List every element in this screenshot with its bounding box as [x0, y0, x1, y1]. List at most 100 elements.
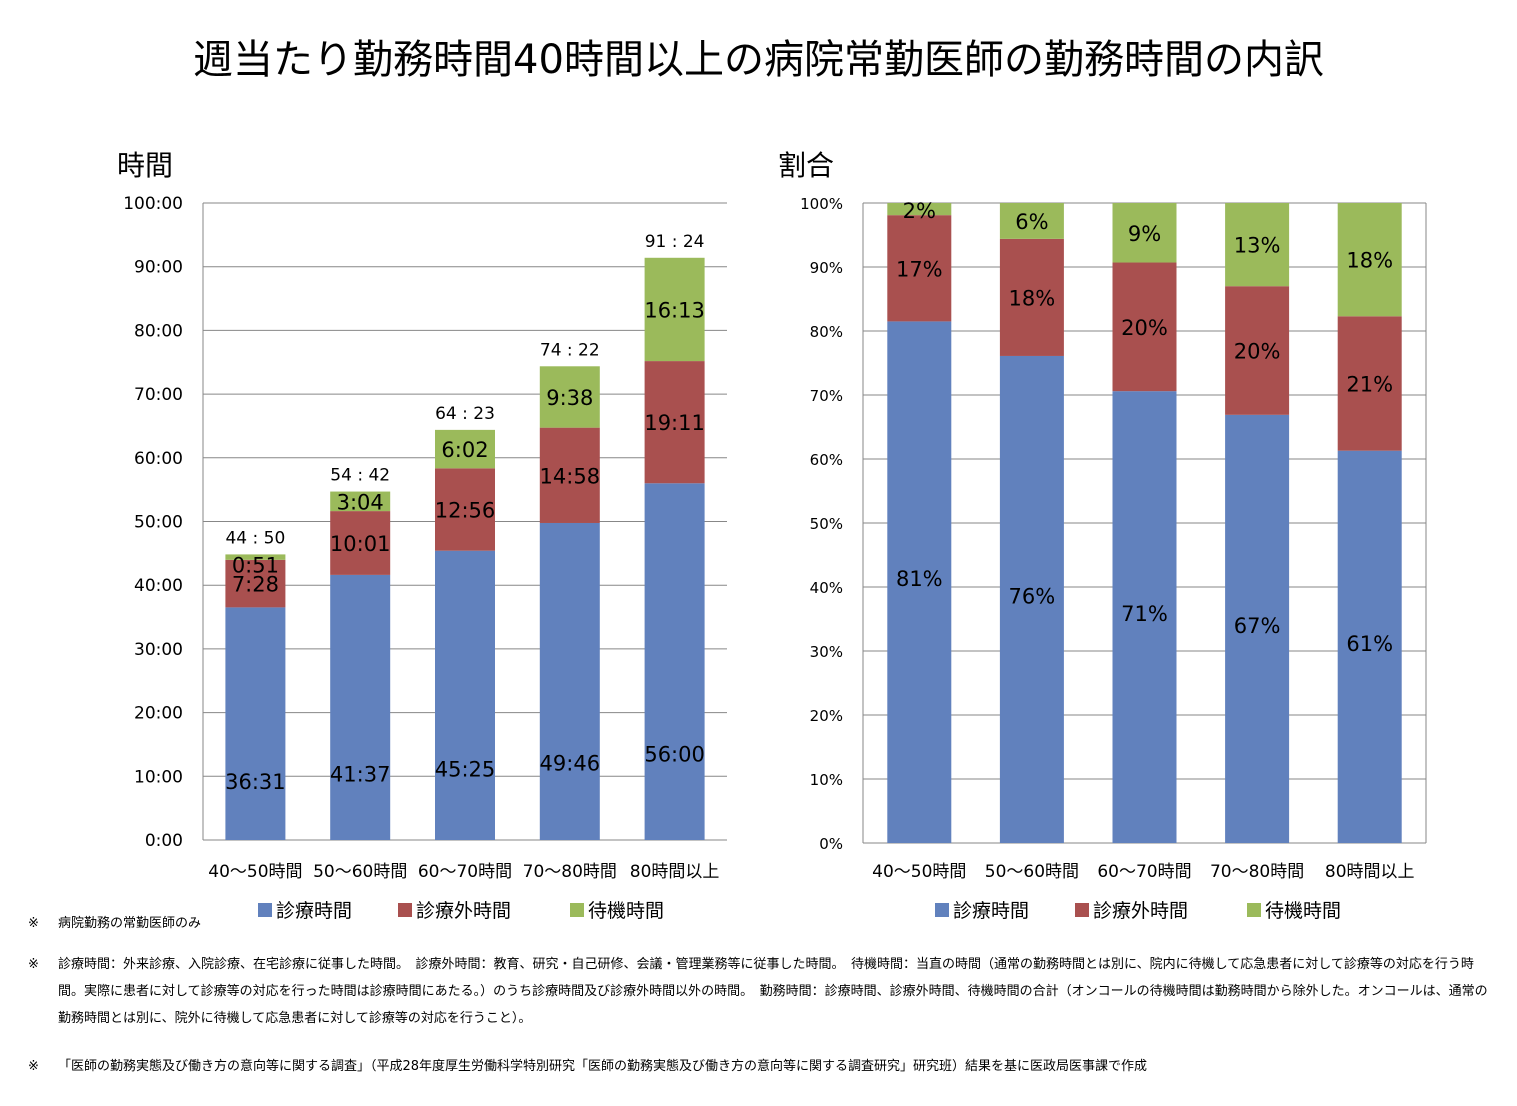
x-tick-label: 50〜60時間	[313, 862, 407, 882]
legend-label: 診療外時間	[416, 900, 511, 922]
y-tick-label: 40:00	[134, 576, 183, 596]
y-tick-label: 30%	[810, 643, 843, 661]
data-label: 20%	[1234, 340, 1281, 364]
bar-segment	[644, 483, 705, 840]
data-label: 56:00	[644, 743, 705, 767]
data-label: 71%	[1121, 602, 1168, 626]
data-label: 36:31	[225, 770, 286, 794]
data-label: 14:58	[540, 464, 601, 488]
y-tick-label: 50%	[810, 515, 843, 533]
note-text: 「医師の勤務実態及び働き方の意向等に関する調査」（平成28年度厚生労働科学特別研…	[58, 1059, 1148, 1074]
bar-segment	[644, 361, 705, 484]
data-label: 6%	[1015, 210, 1048, 234]
x-tick-label: 80時間以上	[1325, 862, 1415, 882]
data-label: 2%	[903, 199, 936, 223]
bar-segment	[225, 554, 286, 560]
x-tick-label: 70〜80時間	[1210, 862, 1304, 882]
y-tick-label: 20%	[810, 707, 843, 725]
legend-label: 診療外時間	[1093, 900, 1188, 922]
data-label: 9:38	[546, 386, 593, 410]
y-tick-label: 60%	[810, 451, 843, 469]
bar-segment	[644, 257, 705, 362]
y-tick-label: 90%	[810, 259, 843, 277]
y-tick-label: 60:00	[134, 449, 183, 469]
note-scope: ※ 病院勤務の常勤医師のみ	[28, 910, 201, 937]
bar-segment	[1337, 203, 1402, 317]
data-label: 49:46	[540, 751, 601, 775]
data-label: 76%	[1009, 584, 1056, 608]
bar-segment	[435, 550, 495, 840]
legend-swatch	[1075, 903, 1089, 917]
note-mark: ※	[28, 1059, 39, 1074]
y-tick-label: 100:00	[123, 194, 183, 214]
y-tick-label: 80%	[810, 323, 843, 341]
bar-segment	[435, 429, 495, 469]
bar-segment	[539, 366, 600, 428]
bar-segment	[330, 511, 391, 575]
data-label: 10:01	[330, 532, 391, 556]
data-label: 12:56	[435, 499, 496, 523]
y-tick-label: 40%	[810, 579, 843, 597]
legend-label: 診療時間	[276, 900, 352, 922]
bar-segment	[435, 468, 495, 551]
total-label: 74 : 22	[540, 340, 600, 360]
total-label: 64 : 23	[435, 404, 495, 424]
data-label: 3:04	[337, 490, 384, 514]
bar-segment	[999, 355, 1064, 843]
note-text: 診療時間：外来診療、入院診療、在宅診療に従事した時間。 診療外時間：教育、研究・…	[58, 957, 1488, 1026]
y-tick-label: 70%	[810, 387, 843, 405]
y-tick-label: 90:00	[134, 258, 183, 278]
note-text: 病院勤務の常勤医師のみ	[58, 916, 202, 931]
legend-swatch	[398, 903, 412, 917]
bar-segment	[1225, 203, 1290, 287]
x-tick-label: 50〜60時間	[985, 862, 1079, 882]
y-tick-label: 70:00	[134, 385, 183, 405]
y-tick-label: 50:00	[134, 513, 183, 533]
y-tick-label: 10%	[810, 771, 843, 789]
y-tick-label: 10:00	[134, 767, 183, 787]
data-label: 21%	[1346, 372, 1393, 396]
data-label: 19:11	[644, 411, 705, 435]
bar-segment	[539, 522, 600, 840]
data-label: 81%	[896, 567, 943, 591]
y-tick-label: 100%	[800, 195, 843, 213]
bar-segment	[225, 559, 286, 608]
x-tick-label: 60〜70時間	[418, 862, 512, 882]
total-label: 44 : 50	[225, 528, 285, 548]
bar-segment	[330, 574, 391, 840]
bar-segment	[887, 321, 952, 843]
page-title: 週当たり勤務時間40時間以上の病院常勤医師の勤務時間の内訳	[193, 37, 1324, 83]
data-label: 41:37	[330, 763, 391, 787]
legend-label: 待機時間	[588, 900, 664, 922]
legend-swatch	[258, 903, 272, 917]
data-label: 18%	[1009, 286, 1056, 310]
total-label: 91 : 24	[645, 232, 705, 252]
total-label: 54 : 42	[330, 466, 390, 486]
note-source: ※ 「医師の勤務実態及び働き方の意向等に関する調査」（平成28年度厚生労働科学特別…	[28, 1053, 1147, 1080]
y-tick-label: 0%	[819, 835, 843, 853]
x-tick-label: 60〜70時間	[1097, 862, 1191, 882]
note-mark: ※	[28, 957, 39, 972]
bar-segment	[330, 491, 391, 512]
note-mark: ※	[28, 916, 39, 931]
data-label: 6:02	[441, 438, 488, 462]
x-tick-label: 70〜80時間	[523, 862, 617, 882]
y-tick-label: 30:00	[134, 640, 183, 660]
legend-swatch	[570, 903, 584, 917]
legend-swatch	[935, 903, 949, 917]
data-label: 9%	[1128, 222, 1161, 246]
bar-segment	[1112, 203, 1177, 263]
data-label: 45:25	[435, 757, 496, 781]
bar-segment	[887, 215, 952, 322]
note-definitions: ※ 診療時間：外来診療、入院診療、在宅診療に従事した時間。 診療外時間：教育、研究…	[28, 951, 1493, 1026]
data-label: 67%	[1234, 614, 1281, 638]
legend-label: 待機時間	[1265, 900, 1341, 922]
bar-segment	[1337, 450, 1402, 843]
bar-segment	[539, 427, 600, 523]
data-label: 17%	[896, 257, 943, 281]
bar-segment	[887, 203, 952, 216]
data-label: 7:28	[232, 573, 279, 597]
data-label: 16:13	[644, 298, 705, 322]
